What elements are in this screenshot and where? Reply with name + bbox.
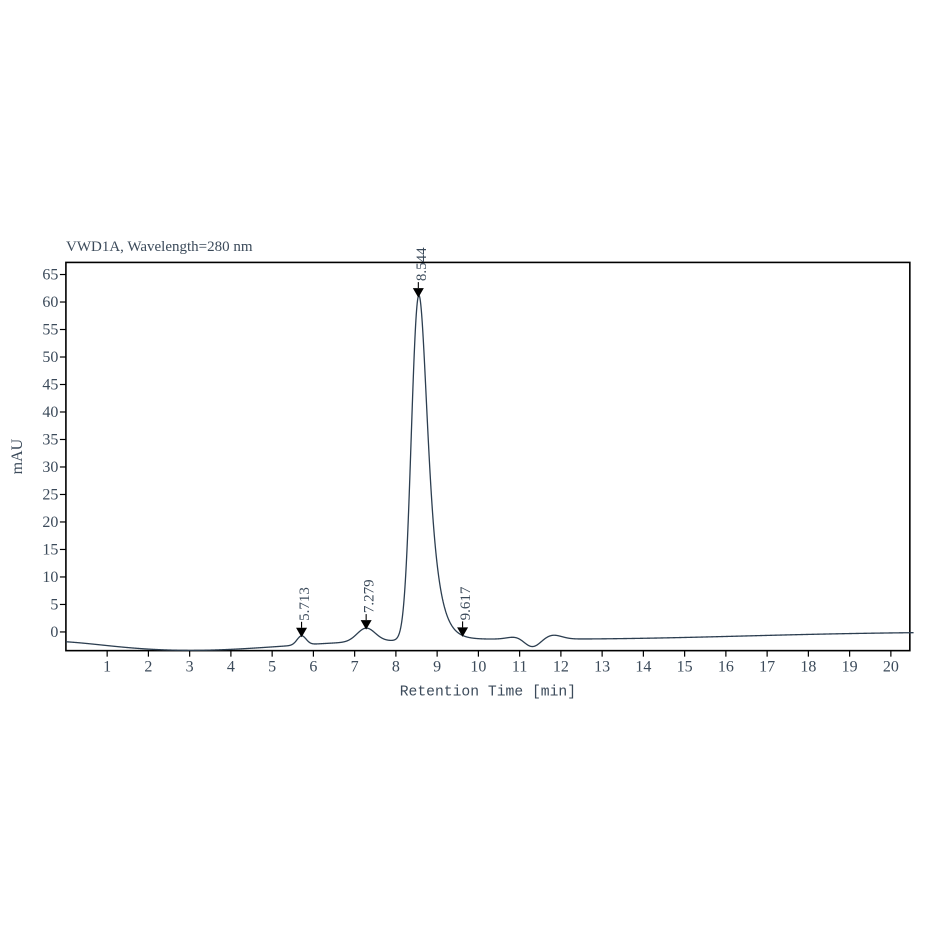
svg-text:10: 10 (470, 659, 486, 676)
svg-text:8: 8 (392, 659, 400, 676)
svg-text:30: 30 (42, 459, 58, 476)
svg-text:3: 3 (186, 659, 194, 676)
svg-text:Retention Time [min]: Retention Time [min] (400, 685, 576, 701)
svg-text:9.617: 9.617 (458, 586, 474, 620)
svg-text:2: 2 (144, 659, 152, 676)
svg-text:60: 60 (42, 294, 58, 311)
svg-text:19: 19 (842, 659, 858, 676)
svg-text:1: 1 (103, 659, 111, 676)
svg-text:10: 10 (42, 569, 58, 586)
svg-text:9: 9 (433, 659, 441, 676)
svg-text:6: 6 (309, 659, 317, 676)
svg-text:15: 15 (677, 659, 693, 676)
svg-text:40: 40 (42, 404, 58, 421)
svg-text:14: 14 (635, 659, 651, 676)
svg-text:45: 45 (42, 377, 58, 394)
svg-text:7.279: 7.279 (362, 579, 378, 613)
svg-text:11: 11 (512, 659, 527, 676)
svg-text:5: 5 (268, 659, 276, 676)
svg-text:65: 65 (42, 267, 58, 284)
svg-text:16: 16 (718, 659, 734, 676)
svg-text:4: 4 (227, 659, 235, 676)
svg-text:0: 0 (50, 624, 58, 641)
svg-text:35: 35 (42, 431, 58, 448)
svg-text:20: 20 (42, 514, 58, 531)
svg-text:18: 18 (800, 659, 816, 676)
svg-text:25: 25 (42, 486, 58, 503)
svg-text:VWD1A, Wavelength=280 nm: VWD1A, Wavelength=280 nm (66, 239, 253, 255)
svg-text:5: 5 (50, 596, 58, 613)
svg-text:7: 7 (351, 659, 359, 676)
svg-text:20: 20 (883, 659, 899, 676)
svg-text:8.544: 8.544 (414, 247, 430, 281)
svg-text:5.713: 5.713 (297, 587, 313, 621)
svg-text:50: 50 (42, 349, 58, 366)
svg-text:15: 15 (42, 541, 58, 558)
svg-text:13: 13 (594, 659, 610, 676)
svg-text:mAU: mAU (9, 438, 26, 474)
svg-text:17: 17 (759, 659, 775, 676)
svg-text:55: 55 (42, 322, 58, 339)
svg-text:12: 12 (553, 659, 569, 676)
